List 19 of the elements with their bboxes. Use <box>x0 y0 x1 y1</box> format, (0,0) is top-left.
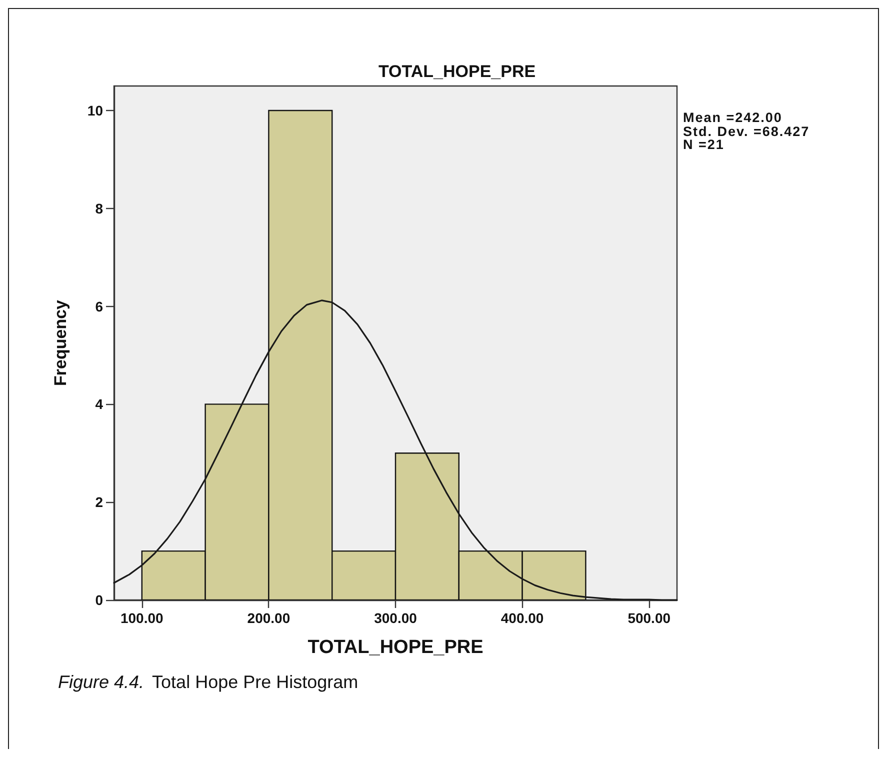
text: Std. Dev. =68.427 <box>683 124 810 138</box>
y-tick-label: 4 <box>95 396 104 412</box>
y-tick-label: 10 <box>87 102 104 118</box>
caption: Figure 4.4. <box>58 672 144 692</box>
x-tick-label: 500.00 <box>628 610 671 626</box>
y-tick-label: 6 <box>95 298 104 314</box>
y-tick-label: 0 <box>95 592 104 608</box>
x-tick-label: 100.00 <box>120 610 164 626</box>
x-tick-label: 300.00 <box>374 610 418 626</box>
y-axis-title: Frequency <box>51 299 70 386</box>
text: Mean =242.00 <box>683 110 784 125</box>
x-axis-title: TOTAL_HOPE_PRE <box>308 637 484 658</box>
text: Total Hope Pre Histogram <box>152 672 358 692</box>
y-tick-label: 2 <box>95 494 104 510</box>
y-tick-label: 8 <box>95 200 104 216</box>
chart-title: TOTAL_HOPE_PRE <box>378 62 536 81</box>
text: N =21 <box>683 137 726 152</box>
x-tick-label: 400.00 <box>500 610 544 626</box>
x-tick-label: 200.00 <box>247 610 290 626</box>
